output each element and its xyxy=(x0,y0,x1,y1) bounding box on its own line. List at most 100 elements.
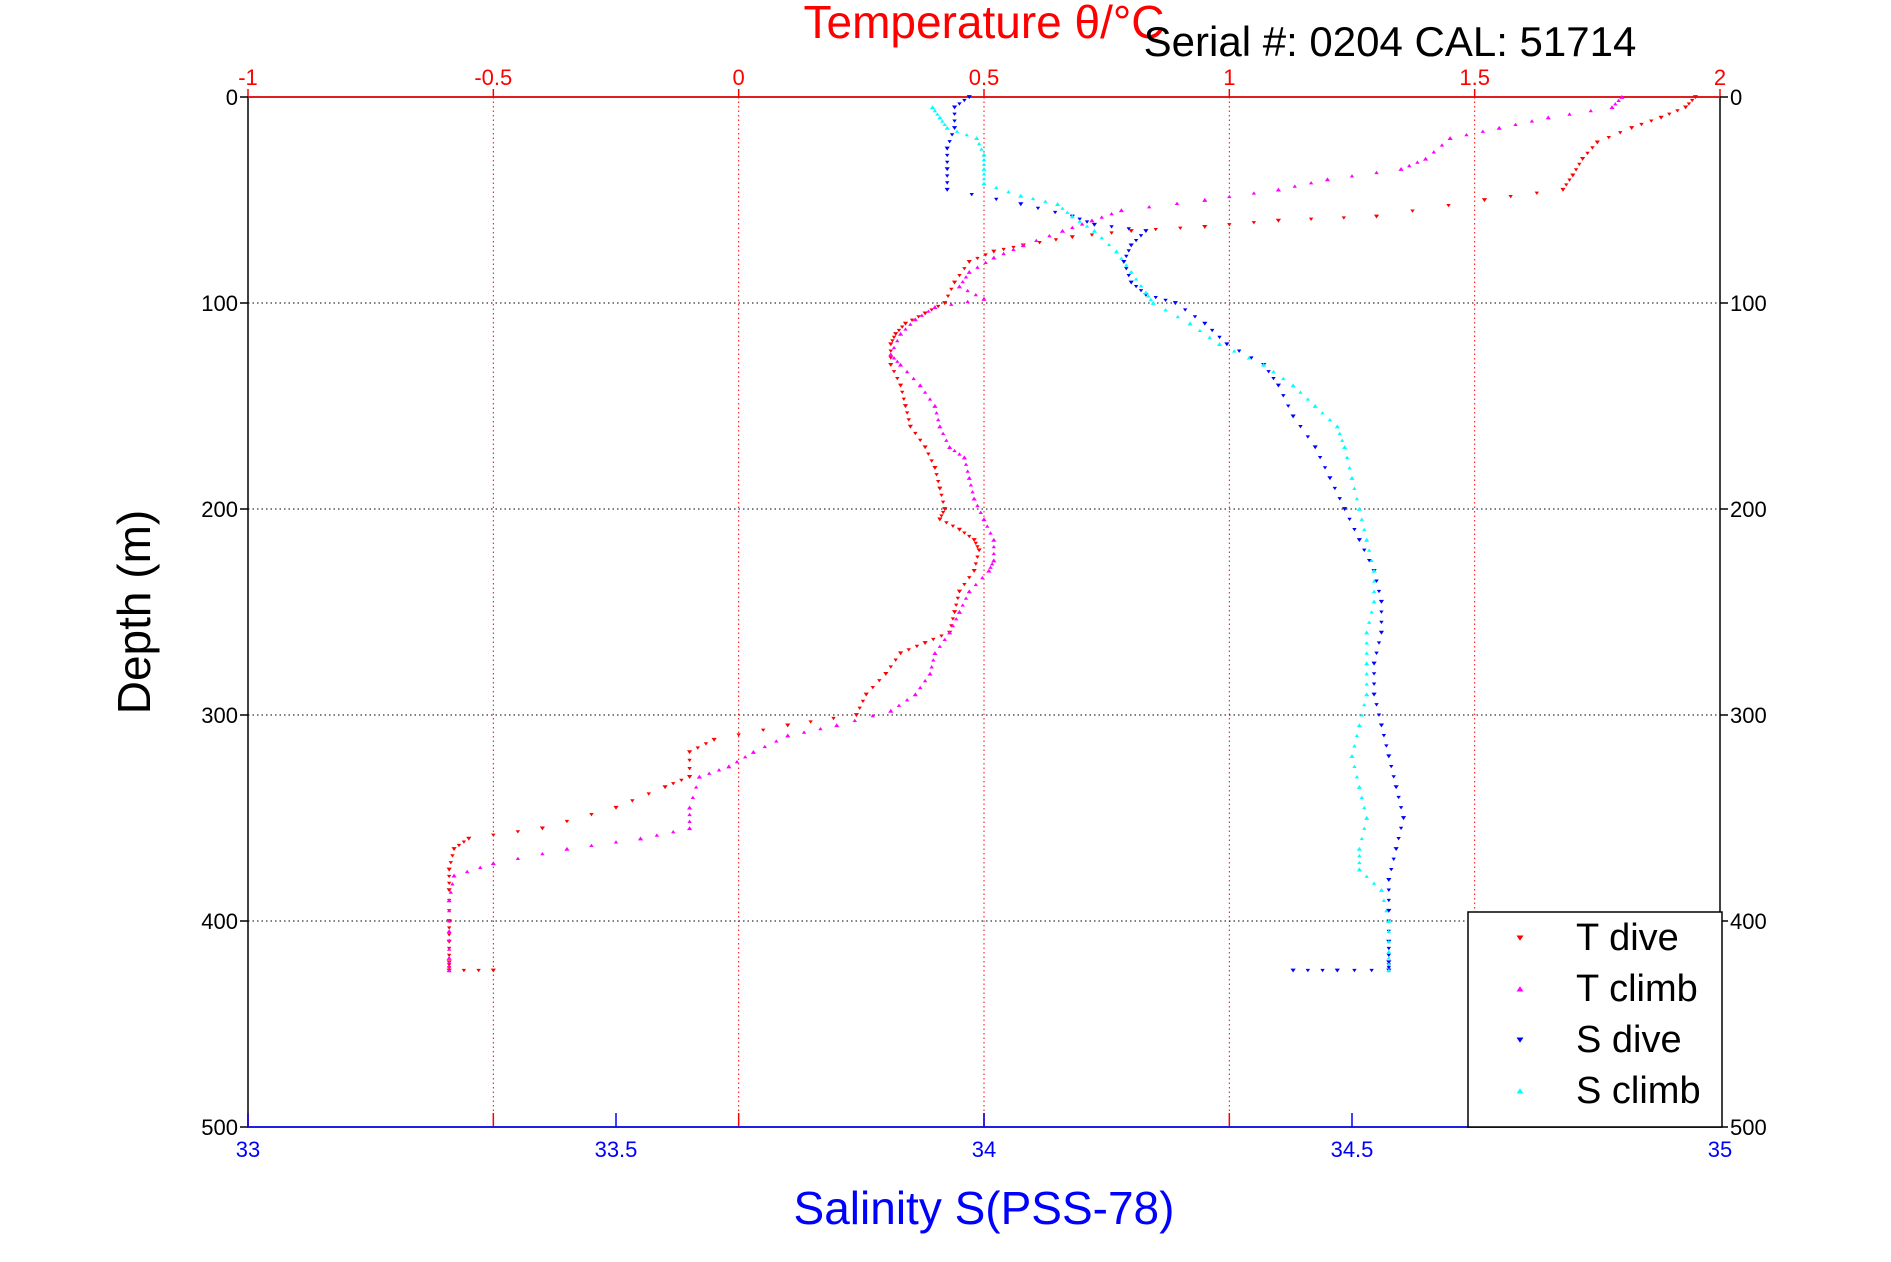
data-point xyxy=(1133,277,1139,281)
data-point xyxy=(891,356,897,360)
data-point xyxy=(975,545,980,549)
data-point xyxy=(1464,133,1469,137)
data-point xyxy=(950,617,956,621)
data-point xyxy=(1037,241,1042,245)
data-point xyxy=(646,792,651,796)
data-point xyxy=(966,95,972,100)
data-point xyxy=(1374,703,1379,707)
data-point xyxy=(853,713,860,718)
data-point xyxy=(1613,102,1618,106)
data-point xyxy=(1364,641,1369,645)
data-point xyxy=(1298,390,1303,394)
y-axis-label: Depth (m) xyxy=(108,510,160,714)
data-point xyxy=(1381,898,1387,902)
data-point xyxy=(877,679,882,683)
data-point xyxy=(962,98,967,103)
data-point xyxy=(944,167,950,172)
data-point xyxy=(1192,315,1198,319)
data-point xyxy=(994,197,999,202)
data-point xyxy=(637,836,644,841)
data-point xyxy=(976,141,982,146)
data-point xyxy=(981,517,987,522)
data-point xyxy=(1344,455,1350,460)
data-point xyxy=(818,726,823,731)
data-point xyxy=(927,397,933,401)
data-point xyxy=(1187,321,1193,326)
data-point xyxy=(1376,589,1382,594)
data-point xyxy=(1369,610,1374,614)
data-point xyxy=(897,383,904,388)
data-point xyxy=(726,764,732,769)
data-point xyxy=(1138,284,1144,288)
data-point xyxy=(1378,723,1385,728)
data-point xyxy=(451,847,457,851)
data-point xyxy=(1327,417,1333,422)
data-point xyxy=(966,476,972,480)
temperature-tick-label: 0 xyxy=(733,65,745,90)
legend-label: T climb xyxy=(1576,968,1698,1010)
data-point xyxy=(975,555,980,559)
data-point xyxy=(687,805,693,810)
data-point xyxy=(1197,328,1203,333)
data-point xyxy=(975,256,980,261)
data-point xyxy=(743,755,748,759)
data-point xyxy=(907,424,913,429)
data-point xyxy=(1386,939,1391,944)
data-point xyxy=(446,881,452,885)
data-point xyxy=(906,648,911,652)
depth-tick-label-left: 100 xyxy=(201,291,238,316)
data-point xyxy=(1439,143,1445,147)
data-point xyxy=(671,782,676,786)
data-point xyxy=(1266,370,1271,374)
data-point xyxy=(1034,238,1039,243)
legend: T dive T climb S dive S climb xyxy=(1467,911,1723,1128)
data-point xyxy=(1224,342,1230,347)
legend-marker xyxy=(1516,986,1524,992)
data-point xyxy=(1577,162,1582,167)
data-point xyxy=(981,176,987,181)
data-point xyxy=(896,328,902,333)
data-point xyxy=(1389,764,1394,769)
data-point xyxy=(1356,506,1362,511)
depth-tick-label-right: 400 xyxy=(1730,909,1767,934)
data-point xyxy=(897,651,904,656)
data-point xyxy=(1639,122,1644,127)
data-point xyxy=(1366,620,1372,624)
data-point xyxy=(979,147,984,151)
data-point xyxy=(951,280,958,285)
data-point xyxy=(1371,568,1377,573)
data-point xyxy=(1362,548,1367,552)
legend-marker xyxy=(1516,1037,1524,1043)
data-point xyxy=(808,720,813,724)
data-point xyxy=(1271,369,1276,374)
data-point xyxy=(1052,210,1058,215)
data-point xyxy=(895,376,900,381)
data-point xyxy=(630,799,635,803)
data-point xyxy=(750,750,756,754)
data-point xyxy=(1109,231,1114,235)
data-point xyxy=(1163,298,1168,303)
depth-tick-label-left: 500 xyxy=(201,1115,238,1140)
data-point xyxy=(1146,294,1151,298)
data-point xyxy=(1371,589,1377,593)
data-point xyxy=(1371,599,1377,604)
data-point xyxy=(968,483,974,487)
data-point xyxy=(942,507,948,512)
data-point xyxy=(991,537,997,542)
series-t-climb xyxy=(446,94,1625,973)
data-point xyxy=(1281,376,1286,381)
data-point xyxy=(1109,225,1114,229)
data-point xyxy=(888,342,894,347)
data-point xyxy=(1573,168,1579,172)
data-point xyxy=(973,541,979,546)
data-point xyxy=(897,331,904,336)
data-point xyxy=(1043,199,1048,203)
data-point xyxy=(962,582,967,587)
data-point xyxy=(1202,224,1208,229)
data-point xyxy=(1386,877,1392,882)
data-point xyxy=(895,339,900,343)
data-point xyxy=(911,376,916,381)
data-point xyxy=(955,596,961,601)
data-point xyxy=(1364,661,1370,666)
